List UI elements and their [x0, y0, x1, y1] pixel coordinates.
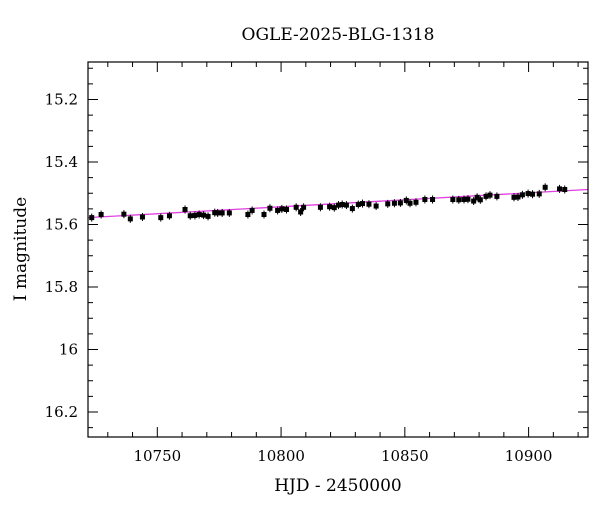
x-tick-label: 10800 — [257, 447, 305, 465]
data-point — [519, 192, 525, 198]
axis-ticks-layer — [88, 62, 588, 437]
data-point — [98, 212, 104, 217]
data-point — [407, 200, 413, 206]
data-point — [385, 201, 391, 207]
data-point — [450, 197, 456, 202]
data-point — [456, 197, 462, 203]
data-point — [331, 205, 337, 211]
data-point — [465, 196, 471, 202]
data-point — [275, 207, 281, 213]
data-point — [360, 201, 366, 207]
y-axis-label: I magnitude — [11, 197, 31, 301]
data-point — [139, 214, 145, 220]
data-point — [182, 207, 188, 212]
data-point — [525, 191, 531, 197]
plot-frame — [87, 61, 589, 438]
data-point — [391, 200, 397, 206]
data-point — [317, 204, 323, 210]
data-point — [530, 191, 536, 197]
data-point — [261, 212, 267, 217]
data-point — [284, 207, 290, 212]
data-point — [192, 212, 198, 218]
data-point — [557, 186, 563, 192]
data-point — [127, 216, 133, 222]
data-point — [166, 213, 172, 219]
data-point — [215, 210, 221, 216]
data-point — [536, 191, 542, 197]
data-point — [219, 210, 225, 216]
data-point — [355, 202, 361, 207]
chart-title: OGLE-2025-BLG-1318 — [242, 25, 435, 45]
data-point — [430, 197, 436, 202]
data-point — [343, 202, 349, 208]
data-point — [187, 213, 193, 219]
data-point — [562, 187, 568, 192]
data-point — [293, 204, 299, 210]
data-point — [542, 184, 548, 190]
data-point — [279, 206, 285, 212]
x-tick-label: 10750 — [133, 447, 181, 465]
data-point — [349, 206, 355, 212]
data-point — [196, 212, 202, 217]
data-points-layer — [89, 183, 568, 223]
data-point — [477, 197, 483, 203]
data-point — [245, 212, 251, 217]
data-point — [397, 200, 403, 206]
data-point — [212, 210, 218, 216]
data-point — [339, 202, 345, 207]
data-point — [298, 209, 304, 215]
x-axis-label: HJD - 2450000 — [274, 476, 402, 496]
data-point — [413, 199, 419, 205]
data-point — [474, 194, 480, 200]
data-point — [327, 204, 333, 210]
data-point — [483, 193, 489, 199]
y-tick-label: 15.6 — [45, 216, 78, 234]
x-tick-label: 10900 — [505, 447, 553, 465]
y-tick-label: 16 — [59, 341, 78, 359]
data-point — [403, 197, 409, 203]
y-tick-label: 15.8 — [45, 278, 78, 296]
data-point — [366, 201, 372, 207]
data-point — [487, 192, 493, 198]
y-tick-label: 15.2 — [45, 91, 78, 109]
data-point — [89, 215, 95, 221]
data-point — [121, 211, 127, 217]
data-point — [373, 203, 379, 209]
data-point — [471, 198, 477, 204]
data-point — [511, 194, 517, 200]
data-point — [461, 197, 467, 202]
data-point — [301, 204, 307, 210]
data-point — [201, 212, 207, 218]
data-point — [422, 197, 428, 202]
data-point — [515, 194, 521, 200]
data-point — [226, 210, 232, 216]
data-point — [335, 202, 341, 208]
data-point — [158, 215, 164, 221]
y-tick-label: 15.4 — [45, 153, 78, 171]
data-point — [205, 213, 211, 219]
tick-labels-layer: 10750 10800 10850 10900 15.2 15.4 15.6 15.8 16 16… — [45, 91, 553, 466]
y-tick-label: 16.2 — [45, 403, 78, 421]
data-point — [249, 207, 255, 213]
data-point — [494, 193, 500, 199]
x-tick-label: 10850 — [381, 447, 429, 465]
data-point — [267, 205, 273, 211]
